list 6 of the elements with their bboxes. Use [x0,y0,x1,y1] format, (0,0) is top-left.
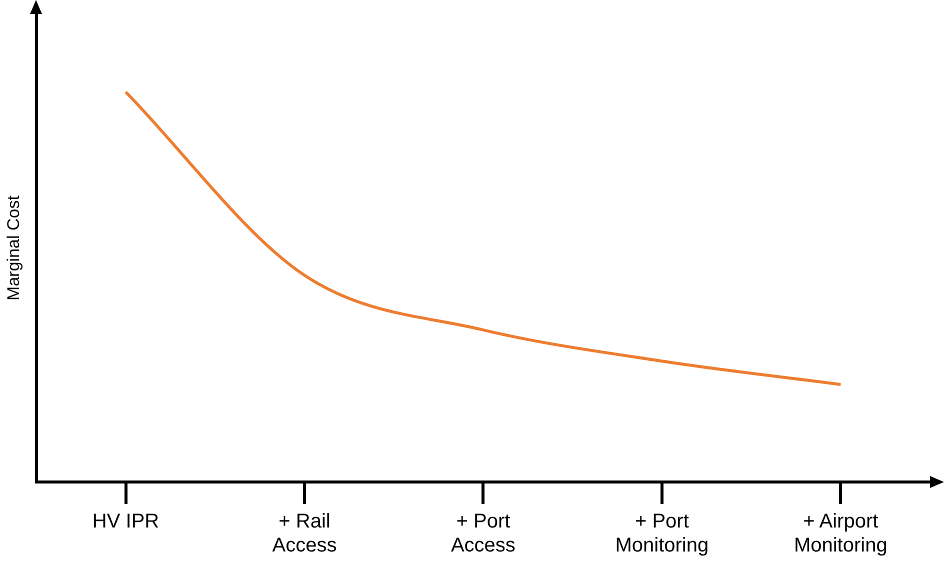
y-axis-title: Marginal Cost [4,195,23,300]
x-tick-label: + Airport Monitoring [794,510,888,557]
x-tick-label: + Port Monitoring [615,510,709,557]
x-tick-label: HV IPR [92,510,160,533]
x-tick-label: + Port Access [450,510,516,557]
x-tick-label: + Rail Access [272,510,337,557]
